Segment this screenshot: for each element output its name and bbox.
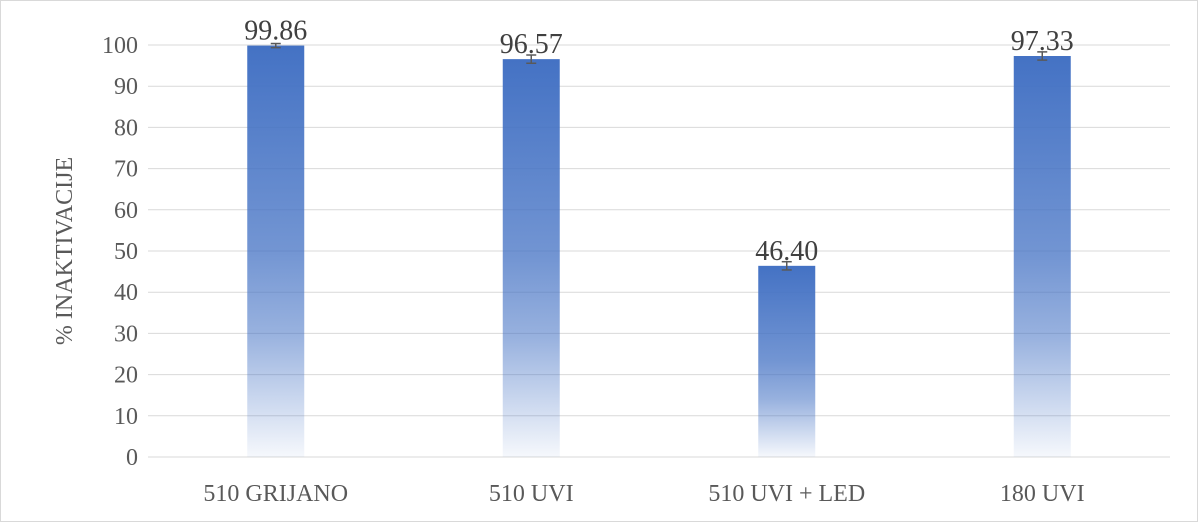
y-tick-label: 20 [114, 363, 138, 389]
bars [247, 45, 1071, 458]
x-axis-categories: 510 GRIJANO 510 UVI 510 UVI + LED 180 UVI [203, 481, 1084, 507]
error-bar [781, 260, 792, 271]
y-tick-label: 0 [126, 445, 138, 471]
bar [758, 265, 816, 457]
y-tick-label: 40 [114, 280, 138, 306]
data-label: 96.57 [500, 29, 563, 60]
y-axis-title: % INAKTIVACIJE [52, 157, 78, 345]
error-bar [526, 54, 537, 65]
data-labels: 99.86 96.57 46.40 97.33 [244, 16, 1074, 267]
error-bar [270, 42, 281, 49]
x-category-label: 510 UVI [489, 481, 574, 507]
x-category-label: 180 UVI [1000, 481, 1085, 507]
x-category-label: 510 UVI + LED [708, 481, 865, 507]
grid-lines [148, 44, 1170, 458]
bar [502, 59, 560, 458]
x-category-label: 510 GRIJANO [203, 481, 348, 507]
y-tick-label: 100 [102, 33, 138, 59]
y-tick-label: 30 [114, 321, 138, 347]
bar [1013, 56, 1071, 458]
y-tick-label: 70 [114, 157, 138, 183]
y-tick-label: 50 [114, 239, 138, 265]
y-tick-label: 60 [114, 198, 138, 224]
data-label: 99.86 [244, 16, 307, 47]
data-label: 97.33 [1011, 26, 1074, 57]
y-tick-label: 10 [114, 404, 138, 430]
error-bar [1037, 51, 1048, 61]
y-tick-label: 80 [114, 115, 138, 141]
y-axis-ticks: 0 10 20 30 40 50 60 70 80 90 100 [102, 33, 138, 471]
data-label: 46.40 [755, 236, 818, 267]
bar [247, 45, 305, 457]
error-bars [270, 42, 1048, 271]
y-tick-label: 90 [114, 74, 138, 100]
